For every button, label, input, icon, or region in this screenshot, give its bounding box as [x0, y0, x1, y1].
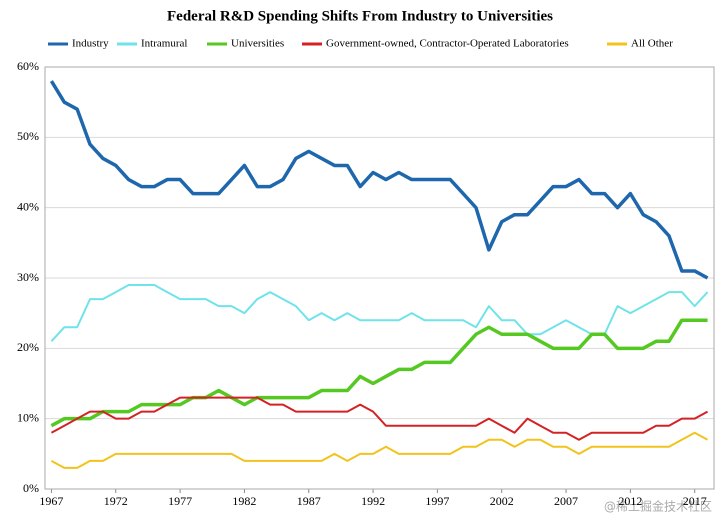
y-tick-label: 60% [17, 59, 39, 73]
x-tick-label: 2017 [683, 494, 707, 508]
series-line [50, 431, 709, 469]
x-tick-label: 2007 [554, 494, 578, 508]
series-line [49, 80, 709, 280]
y-tick-label: 10% [17, 410, 39, 424]
series-line [50, 396, 709, 441]
plot-frame [44, 66, 715, 490]
x-tick-label: 1992 [361, 494, 385, 508]
x-tick-label: 1997 [425, 494, 449, 508]
x-tick-label: 2012 [618, 494, 642, 508]
series-line [50, 318, 708, 428]
x-tick-label: 2002 [490, 494, 514, 508]
y-tick-label: 20% [17, 340, 39, 354]
x-tick-label: 1977 [168, 494, 192, 508]
y-tick-label: 30% [17, 270, 39, 284]
legend-label: Universities [231, 38, 284, 50]
legend-label: Intramural [141, 38, 187, 50]
x-tick-label: 1967 [39, 494, 63, 508]
x-tick-label: 1972 [104, 494, 128, 508]
x-tick-label: 1987 [297, 494, 321, 508]
y-tick-label: 0% [23, 481, 39, 495]
y-tick-label: 50% [17, 129, 39, 143]
chart-title: Federal R&D Spending Shifts From Industr… [167, 8, 553, 24]
x-tick-label: 1982 [232, 494, 256, 508]
legend-label: Industry [72, 38, 109, 50]
watermark: @稀土掘金技术社区 [604, 499, 712, 514]
y-tick-label: 40% [17, 199, 39, 213]
legend-label: Government-owned, Contractor-Operated La… [326, 38, 569, 50]
legend-label: All Other [631, 38, 673, 50]
